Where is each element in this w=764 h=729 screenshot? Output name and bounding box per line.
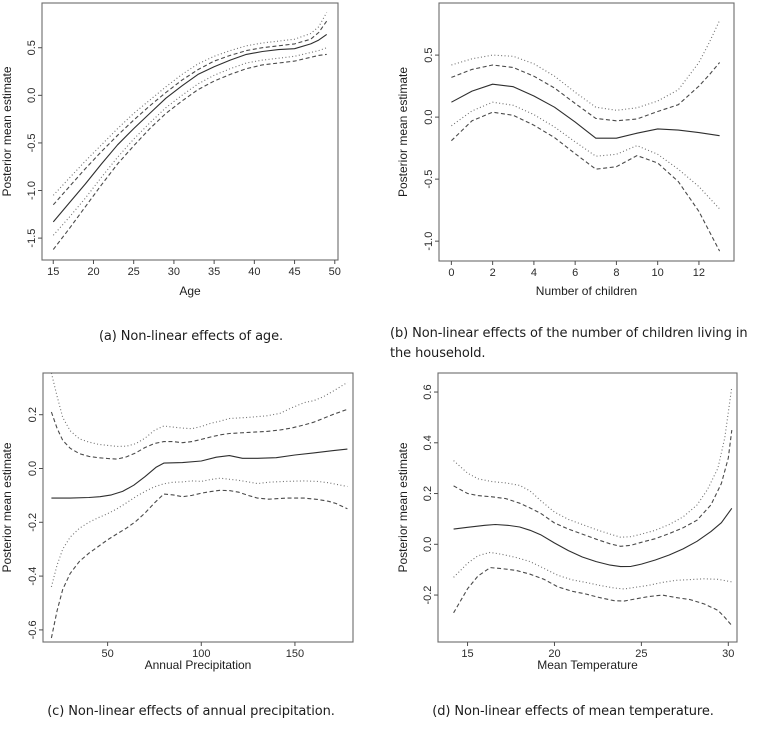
caption-b: (b) Non-linear effects of the number of …	[390, 326, 748, 361]
x-tick-label: 0	[448, 267, 454, 279]
y-tick-label: -0.2	[27, 513, 39, 532]
series-ci-inner-lower	[451, 101, 721, 210]
y-tick-label: 0.0	[422, 537, 434, 552]
x-tick-label: 30	[168, 266, 180, 278]
series-posterior-mean	[451, 83, 720, 139]
x-tick-label: 50	[329, 266, 341, 278]
x-axis-title: Age	[179, 284, 201, 298]
y-tick-label: 0.2	[422, 486, 434, 501]
figure-top-row: 15 20 25 30 35 40 45 50 -1.5 -1.0 -0.5 0.0 0.5 Age Pos…	[0, 0, 764, 368]
x-tick-label: 45	[288, 266, 300, 278]
plot-box	[42, 372, 354, 643]
x-tick-label: 20	[548, 648, 560, 660]
y-tick-label: -1.5	[26, 229, 38, 248]
x-tick-label: 150	[286, 648, 304, 660]
series-ci-outer-upper	[451, 20, 721, 111]
panel-c: 50 100 150 -0.6 -0.4 -0.2 0.0 0.2 Annual Precipi…	[0, 368, 382, 729]
x-axis-title: Annual Precipitation	[145, 658, 252, 672]
series-ci-inner-lower	[453, 551, 732, 590]
series-ci-outer-lower	[52, 53, 327, 250]
y-tick-label: -0.4	[27, 567, 39, 586]
y-axis-title: Posterior mean estimate	[0, 442, 14, 572]
x-tick-label: 15	[461, 648, 473, 660]
y-tick-label: 0.5	[26, 40, 38, 55]
y-tick-label: -0.5	[423, 170, 435, 189]
y-axis-title: Posterior mean estimate	[396, 67, 410, 197]
panel-b: 0 2 4 6 8 10 12 -1.0 -0.5 0.0 0.5 Number of childre…	[382, 0, 764, 368]
y-tick-label: 0.0	[423, 109, 435, 124]
y-tick-label: 0.2	[27, 407, 39, 422]
x-tick-label: 15	[47, 266, 59, 278]
caption-d: (d) Non-linear effects of mean temperatu…	[432, 704, 714, 719]
series-posterior-mean	[51, 448, 348, 499]
x-tick-label: 25	[128, 266, 140, 278]
figure-bottom-row: 50 100 150 -0.6 -0.4 -0.2 0.0 0.2 Annual Precipi…	[0, 368, 764, 729]
caption-c: (c) Non-linear effects of annual precipi…	[47, 704, 335, 719]
series-ci-outer-upper	[50, 372, 348, 447]
x-axis-title: Mean Temperature	[537, 658, 638, 672]
chart-number-of-children: 0 2 4 6 8 10 12 -1.0 -0.5 0.0 0.5 Number of childre…	[396, 2, 735, 298]
series-ci-inner-lower	[52, 47, 327, 236]
series-ci-outer-lower	[451, 111, 721, 252]
y-tick-label: -0.2	[422, 586, 434, 605]
series-ci-outer-lower	[50, 489, 348, 639]
x-tick-label: 8	[613, 267, 619, 279]
series-ci-inner-upper	[453, 430, 733, 547]
chart-mean-temperature: 15 20 25 30 -0.2 0.0 0.2 0.4 0.6 Mean Temperature…	[396, 372, 738, 672]
x-tick-label: 4	[531, 267, 537, 279]
x-axis-title: Number of children	[536, 284, 637, 298]
series-ci-inner-upper	[451, 62, 721, 122]
x-tick-label: 50	[101, 648, 113, 660]
y-axis-title: Posterior mean estimate	[0, 66, 14, 196]
y-tick-label: -0.5	[26, 133, 38, 152]
x-tick-label: 6	[572, 267, 578, 279]
y-tick-label: 0.0	[27, 461, 39, 476]
x-tick-label: 100	[192, 648, 210, 660]
plot-box	[41, 2, 339, 261]
y-tick-label: 0.5	[423, 47, 435, 62]
x-tick-label: 10	[652, 267, 664, 279]
x-tick-label: 30	[722, 648, 734, 660]
x-tick-label: 12	[693, 267, 705, 279]
series-ci-outer-upper	[453, 386, 733, 538]
series-ci-outer-upper	[52, 12, 328, 196]
caption-a: (a) Non-linear effects of age.	[98, 329, 284, 344]
y-tick-label: 0.0	[26, 88, 38, 103]
x-tick-label: 35	[208, 266, 220, 278]
series-posterior-mean	[453, 507, 733, 568]
x-tick-label: 2	[490, 267, 496, 279]
y-axis-title: Posterior mean estimate	[396, 442, 410, 572]
series-ci-inner-lower	[50, 477, 348, 588]
plot-box	[437, 372, 738, 643]
series-ci-inner-upper	[50, 408, 348, 460]
x-tick-label: 40	[248, 266, 260, 278]
panel-d: 15 20 25 30 -0.2 0.0 0.2 0.4 0.6 Mean Temperature…	[382, 368, 764, 729]
x-tick-label: 25	[635, 648, 647, 660]
y-tick-label: -1.0	[423, 232, 435, 251]
panel-a: 15 20 25 30 35 40 45 50 -1.5 -1.0 -0.5 0.0 0.5 Age Pos…	[0, 0, 382, 368]
chart-annual-precipitation: 50 100 150 -0.6 -0.4 -0.2 0.0 0.2 Annual Precipi…	[0, 372, 354, 672]
x-tick-label: 20	[87, 266, 99, 278]
series-ci-outer-lower	[453, 567, 733, 626]
series-posterior-mean	[52, 33, 328, 223]
chart-age: 15 20 25 30 35 40 45 50 -1.5 -1.0 -0.5 0.0 0.5 Age Pos…	[0, 2, 341, 298]
y-tick-label: -1.0	[26, 181, 38, 200]
plot-box	[438, 2, 735, 262]
series-ci-inner-upper	[52, 20, 328, 206]
y-tick-label: 0.4	[422, 435, 434, 450]
y-tick-label: 0.6	[422, 384, 434, 399]
y-tick-label: -0.6	[27, 620, 39, 639]
